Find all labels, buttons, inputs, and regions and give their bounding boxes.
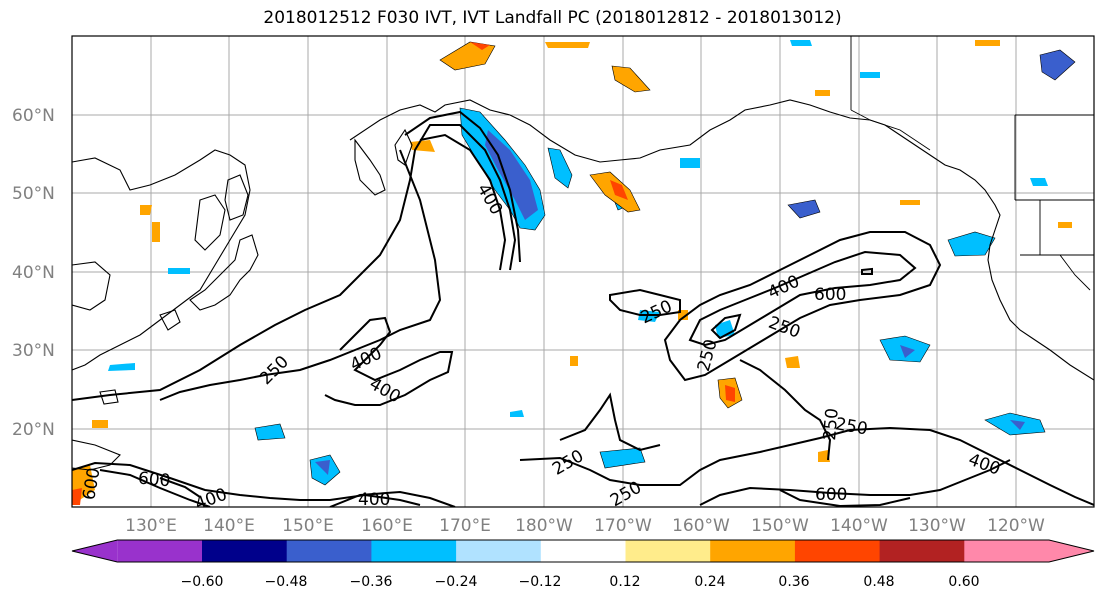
lat-label: 40°N — [12, 263, 55, 283]
lat-label: 60°N — [12, 106, 55, 126]
colorbar-segment — [964, 540, 1049, 562]
colorbar-segment — [371, 540, 457, 562]
colorbar-outline — [71, 539, 1095, 563]
colorbar-segment — [794, 540, 881, 562]
contour-label: 400 — [358, 490, 390, 510]
lon-label: 160°E — [361, 516, 413, 536]
colorbar-tick-label: 0.48 — [863, 574, 894, 590]
colorbar-extension-low — [72, 540, 118, 562]
lon-label: 180°W — [515, 516, 573, 536]
lon-label: 150°E — [282, 516, 334, 536]
colorbar-tick-label: −0.24 — [435, 574, 478, 590]
lon-label: 170°W — [594, 516, 652, 536]
colorbar-segment — [117, 540, 202, 562]
ivt-contours — [72, 110, 1094, 507]
colorbar-tick-label: −0.60 — [181, 574, 224, 590]
lon-label: 150°W — [751, 516, 809, 536]
coastlines — [72, 99, 1094, 471]
lon-label: 170°E — [439, 516, 491, 536]
colorbar-tick-labels: −0.60 −0.48 −0.36 −0.24 −0.12 0.12 0.24 … — [181, 574, 980, 590]
colorbar-segment — [540, 540, 626, 562]
colorbar-extension-high — [1049, 540, 1094, 562]
lon-label: 160°W — [672, 516, 730, 536]
colorbar-tick-label: 0.12 — [609, 574, 640, 590]
lon-label: 140°W — [830, 516, 888, 536]
political-borders — [850, 36, 1094, 291]
lon-label: 130°E — [125, 516, 177, 536]
map-title: 2018012512 F030 IVT, IVT Landfall PC (20… — [263, 8, 842, 28]
colorbar — [71, 539, 1095, 563]
colorbar-tick-label: 0.60 — [948, 574, 979, 590]
contour-label: 600 — [137, 469, 171, 492]
colorbar-segment — [202, 540, 288, 562]
lat-label: 30°N — [12, 341, 55, 361]
lat-label: 20°N — [12, 420, 55, 440]
contour-label: 600 — [815, 485, 847, 505]
colorbar-tick-label: −0.36 — [350, 574, 393, 590]
lon-label: 140°E — [203, 516, 255, 536]
colorbar-tick-label: −0.48 — [265, 574, 308, 590]
longitude-labels: 130°E 140°E 150°E 160°E 170°E 180°W 170°… — [125, 516, 1045, 536]
lat-label: 50°N — [12, 184, 55, 204]
contour-label: 600 — [814, 285, 846, 305]
colorbar-segment — [625, 540, 711, 562]
colorbar-segment — [456, 540, 542, 562]
contour-label: 250 — [820, 407, 843, 441]
latitude-labels: 60°N 50°N 40°N 30°N 20°N — [12, 106, 55, 440]
colorbar-segment — [879, 540, 965, 562]
colorbar-segment — [710, 540, 796, 562]
lon-label: 130°W — [908, 516, 966, 536]
lon-label: 120°W — [987, 516, 1045, 536]
colorbar-segment — [286, 540, 372, 562]
positive-anomaly-fills — [72, 40, 1072, 505]
colorbar-tick-label: 0.24 — [694, 574, 725, 590]
colorbar-tick-label: −0.12 — [519, 574, 562, 590]
colorbar-tick-label: 0.36 — [778, 574, 809, 590]
